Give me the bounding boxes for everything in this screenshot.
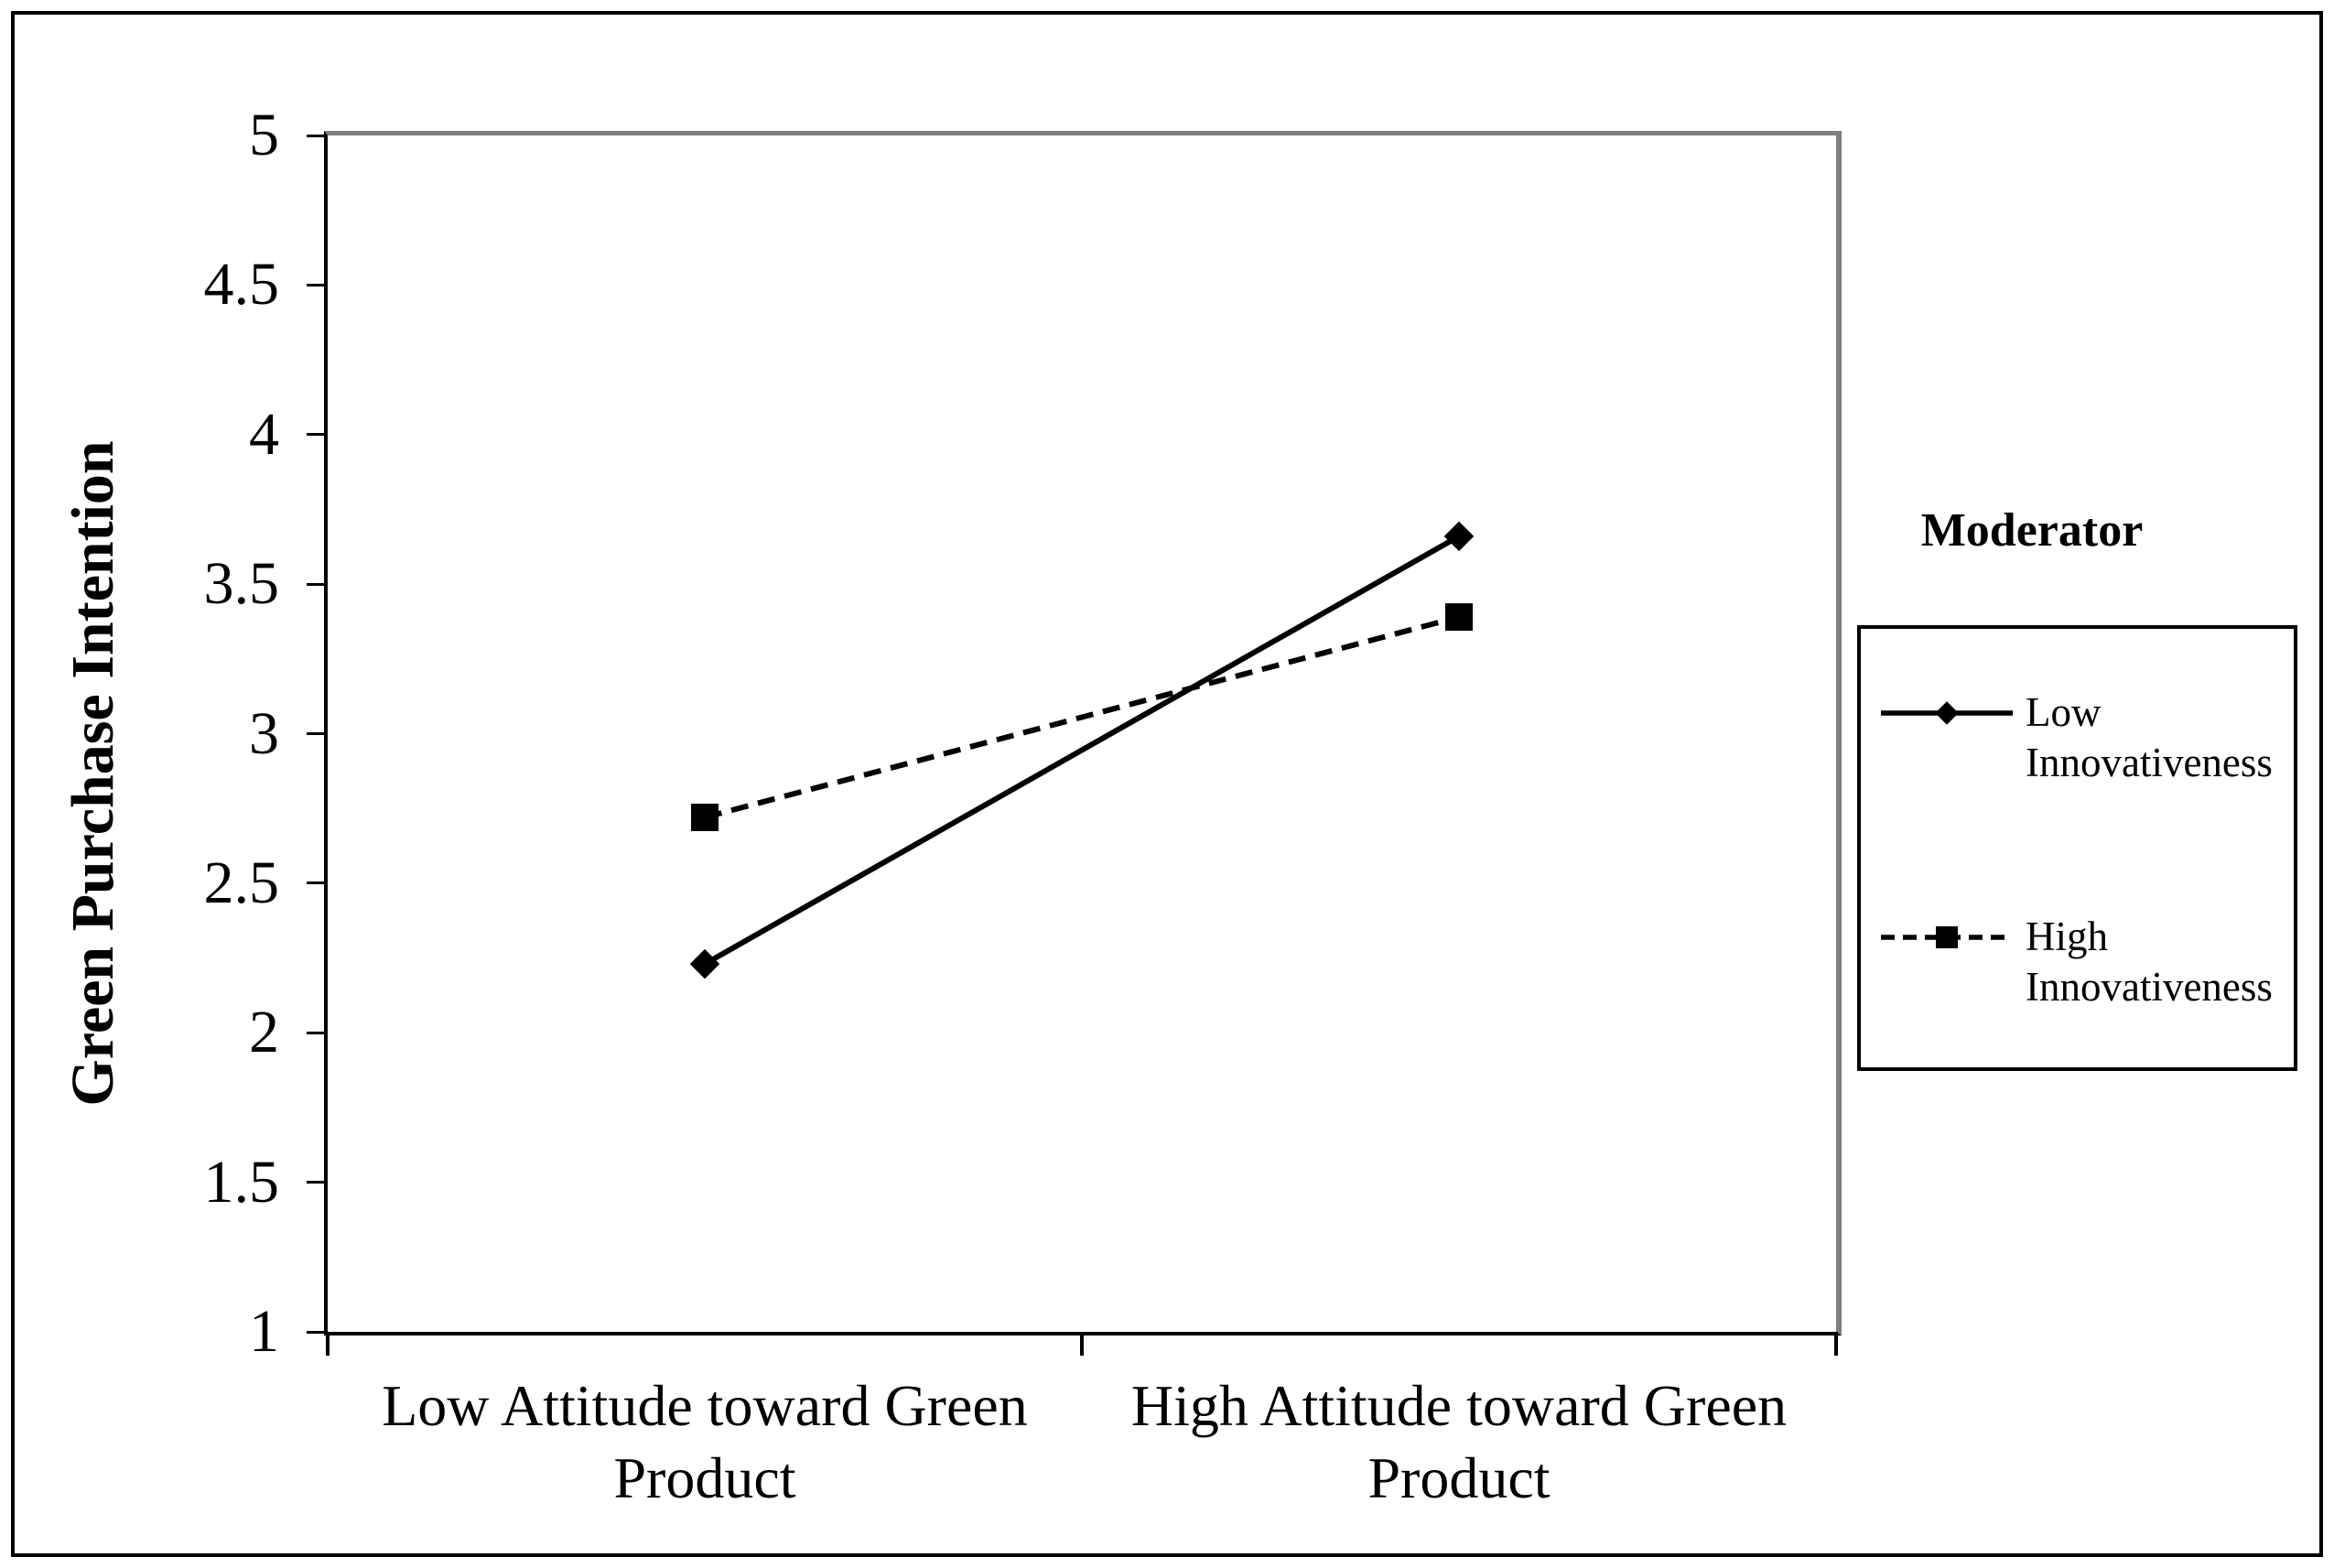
x-category-label-low: Low Attitude toward Green Product [382, 1373, 1028, 1510]
y-tick-mark [307, 433, 325, 437]
y-tick-label: 3 [249, 699, 279, 767]
y-tick-mark [307, 881, 325, 885]
legend-entry-high-innovativeness: High Innovativeness [1879, 912, 2300, 1012]
y-tick-mark [307, 732, 325, 735]
x-tick-mark [1080, 1332, 1084, 1356]
legend-entry-label: High Innovativeness [2026, 914, 2273, 1010]
legend-entry-label: Low Innovativeness [2026, 689, 2273, 785]
y-tick-mark [307, 1181, 325, 1184]
legend-box [1857, 625, 2297, 1071]
y-tick-label: 3.5 [203, 550, 280, 618]
legend-sample [1879, 912, 2015, 963]
y-tick-label: 1 [249, 1298, 279, 1365]
y-tick-mark [307, 134, 325, 137]
y-tick-label: 4.5 [203, 251, 280, 319]
y-tick-label: 2.5 [203, 849, 280, 916]
y-tick-mark [307, 1031, 325, 1034]
x-category-label-high: High Attitude toward Green Product [1130, 1373, 1788, 1510]
y-tick-mark [307, 582, 325, 586]
y-tick-mark [307, 1330, 325, 1334]
y-tick-label: 1.5 [203, 1148, 280, 1216]
legend-entry-low-innovativeness: Low Innovativeness [1879, 687, 2300, 788]
y-tick-label: 5 [249, 102, 279, 168]
legend-sample [1879, 687, 2015, 739]
y-tick-label: 4 [249, 400, 279, 468]
y-tick-mark [307, 283, 325, 287]
plot-area [324, 131, 1842, 1336]
x-tick-mark [326, 1332, 330, 1356]
plot-svg [689, 521, 1475, 979]
y-tick-label: 2 [249, 999, 279, 1066]
legend-title: Moderator [1920, 504, 2144, 557]
x-tick-mark [1834, 1332, 1838, 1356]
